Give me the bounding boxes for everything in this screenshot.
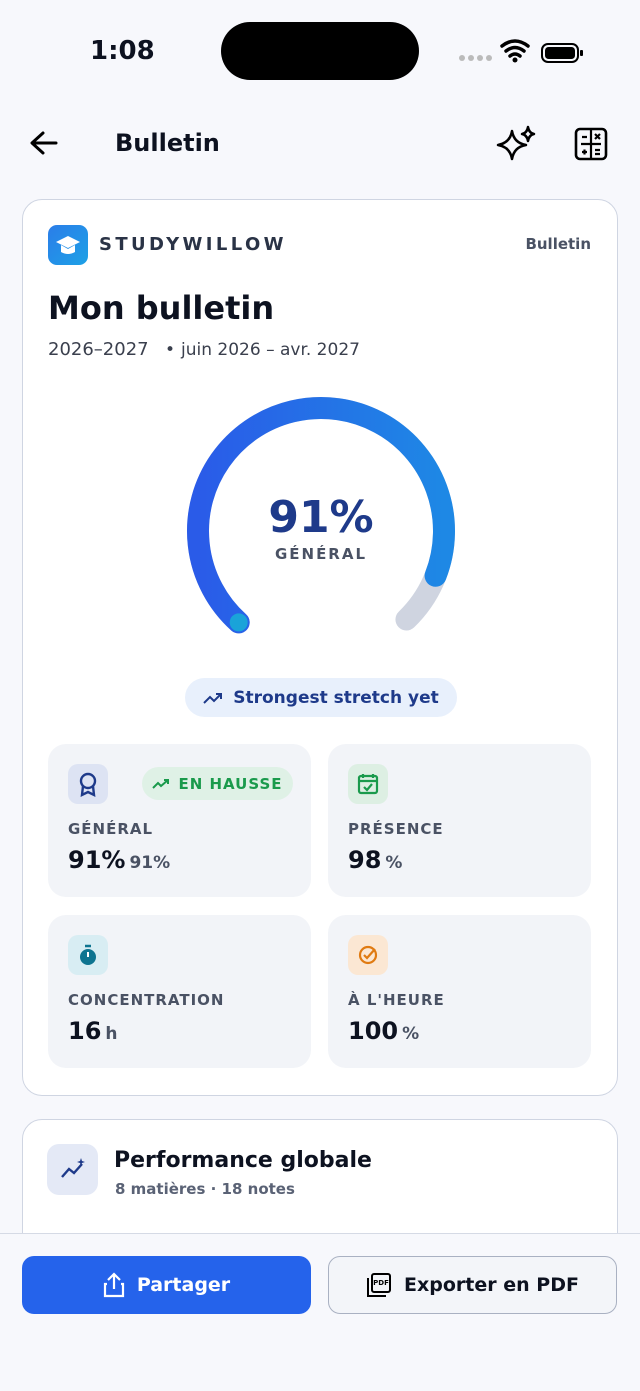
stat-tile: PRÉSENCE 98%: [328, 744, 591, 897]
highlight-pill: Strongest stretch yet: [185, 678, 457, 717]
gauge-value: 91%: [268, 492, 374, 543]
gauge-start-cap: [229, 613, 248, 632]
gauge-fill: [187, 397, 455, 634]
stat-tile: À L'HEURE 100%: [328, 915, 591, 1068]
timer-icon: [68, 935, 108, 975]
share-button[interactable]: Partager: [22, 1256, 311, 1314]
brand-logo: [48, 225, 88, 265]
svg-text:PDF: PDF: [373, 1279, 389, 1287]
report-card: STUDYWILLOW Bulletin Mon bulletin 2026–2…: [22, 199, 618, 1096]
stat-value: 100%: [348, 1019, 419, 1043]
calculator-button[interactable]: [574, 127, 608, 161]
stat-unit: %: [385, 853, 403, 873]
stat-tile: EN HAUSSE GÉNÉRAL 91% 91%: [48, 744, 311, 897]
share-icon: [103, 1272, 124, 1298]
export-label: Exporter en PDF: [404, 1274, 579, 1296]
trend-icon: [152, 778, 170, 789]
school-year: 2026–2027: [48, 339, 149, 360]
stat-tile: CONCENTRATION 16 h: [48, 915, 311, 1068]
stat-value: 91% 91%: [68, 848, 170, 872]
share-label: Partager: [136, 1274, 231, 1296]
performance-subtitle: 8 matières · 18 notes: [115, 1180, 295, 1198]
performance-icon: [47, 1144, 98, 1195]
pdf-icon: PDF: [367, 1273, 392, 1297]
export-button[interactable]: PDF Exporter en PDF: [328, 1256, 617, 1314]
stat-label: CONCENTRATION: [68, 991, 225, 1009]
award-icon: [68, 764, 108, 804]
trend-icon: [203, 692, 223, 704]
gauge: [187, 397, 455, 634]
performance-title: Performance globale: [114, 1148, 372, 1173]
ai-button[interactable]: [496, 125, 536, 165]
stat-value: 16 h: [68, 1019, 118, 1043]
back-button[interactable]: [28, 128, 60, 160]
clock: 1:08: [90, 36, 155, 66]
dynamic-island: [221, 22, 419, 80]
stat-value: 98%: [348, 848, 402, 872]
stat-number: 100: [348, 1017, 399, 1045]
card-title: Mon bulletin: [48, 289, 275, 327]
calendar-icon: [348, 764, 388, 804]
check-icon: [348, 935, 388, 975]
card-tag: Bulletin: [525, 235, 591, 253]
stat-label: PRÉSENCE: [348, 820, 444, 838]
header-title: Bulletin: [115, 129, 220, 157]
period: juin 2026 – avr. 2027: [181, 340, 360, 360]
trend-badge: EN HAUSSE: [142, 767, 293, 800]
dot: •: [165, 340, 176, 360]
highlight-text: Strongest stretch yet: [233, 687, 439, 708]
stat-number: 16: [68, 1017, 102, 1045]
status-icons: [459, 39, 583, 63]
stat-label: À L'HEURE: [348, 991, 445, 1009]
gauge-caption: GÉNÉRAL: [274, 545, 368, 563]
badge-text: EN HAUSSE: [178, 774, 283, 793]
stat-unit: %: [402, 1024, 420, 1044]
stat-label: GÉNÉRAL: [68, 820, 154, 838]
stat-unit: h: [105, 1024, 118, 1044]
brand-name: STUDYWILLOW: [99, 234, 287, 255]
stat-detail: 91%: [129, 853, 171, 873]
stat-number: 98: [348, 846, 382, 874]
stat-number: 91%: [68, 846, 126, 874]
